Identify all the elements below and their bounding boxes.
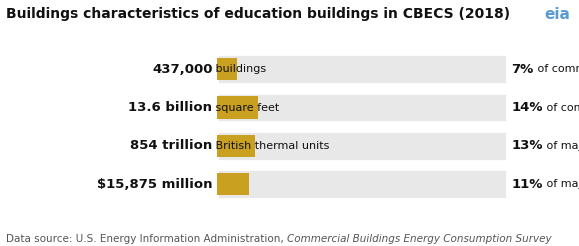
Text: 13%: 13% xyxy=(511,139,543,152)
Text: eia: eia xyxy=(544,7,570,22)
Bar xyxy=(217,96,258,119)
Text: British thermal units: British thermal units xyxy=(212,141,330,151)
Text: 13.6 billion: 13.6 billion xyxy=(129,101,212,114)
Text: of major fuels expenditures: of major fuels expenditures xyxy=(543,179,579,189)
Text: $15,875 million: $15,875 million xyxy=(97,178,212,191)
Text: Commercial Buildings Energy Consumption Survey: Commercial Buildings Energy Consumption … xyxy=(287,233,551,244)
Text: of commercial floorspace: of commercial floorspace xyxy=(543,103,579,112)
Text: 11%: 11% xyxy=(511,178,543,191)
Text: buildings: buildings xyxy=(212,64,266,74)
Text: Data source: U.S. Energy Information Administration,: Data source: U.S. Energy Information Adm… xyxy=(6,233,287,244)
FancyBboxPatch shape xyxy=(217,54,507,84)
Text: Buildings characteristics of education buildings in CBECS (2018): Buildings characteristics of education b… xyxy=(6,7,510,21)
Text: 7%: 7% xyxy=(511,63,533,76)
FancyBboxPatch shape xyxy=(217,169,507,199)
FancyBboxPatch shape xyxy=(217,131,507,161)
Text: 437,000: 437,000 xyxy=(152,63,212,76)
Text: of commercial buildings: of commercial buildings xyxy=(533,64,579,74)
Text: of major fuels consumption: of major fuels consumption xyxy=(543,141,579,151)
Bar xyxy=(217,58,237,80)
Text: square feet: square feet xyxy=(212,103,280,112)
Text: 854 trillion: 854 trillion xyxy=(130,139,212,152)
Bar xyxy=(217,173,249,195)
FancyBboxPatch shape xyxy=(217,92,507,123)
Text: 14%: 14% xyxy=(511,101,543,114)
Bar xyxy=(217,135,255,157)
